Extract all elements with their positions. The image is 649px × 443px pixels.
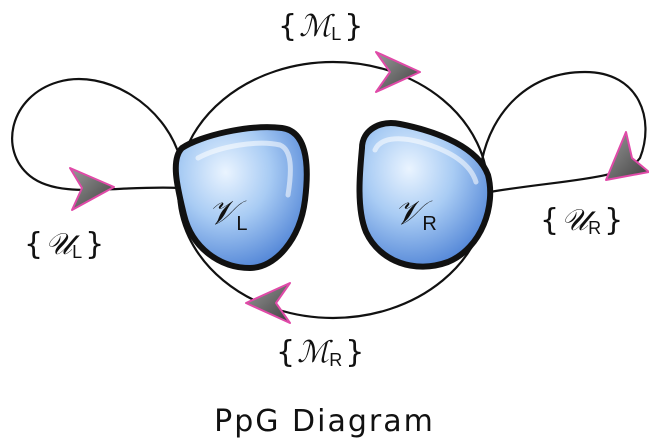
node-left-subscript: L xyxy=(236,213,248,235)
edge-bottom-symbol: ℳ xyxy=(297,335,330,370)
node-right-highlight xyxy=(372,136,479,185)
node-left-highlight xyxy=(195,140,293,198)
edge-left-loop-subscript: L xyxy=(72,242,83,262)
edge-right-loop-open-brace: { xyxy=(540,203,560,238)
edge-bottom-close-brace: } xyxy=(345,335,365,370)
right-loop-edge xyxy=(480,70,647,194)
edge-top-symbol: ℳ xyxy=(299,9,332,44)
edge-left-loop-symbol: 𝒰 xyxy=(45,227,73,262)
edge-top-close-brace: } xyxy=(344,9,364,44)
edge-bottom-label: { ℳ R } xyxy=(276,335,365,370)
edge-right-loop-close-brace: } xyxy=(604,203,624,238)
edge-top-open-brace: { xyxy=(278,9,298,44)
edge-left-loop-close-brace: } xyxy=(85,227,105,262)
node-right-label: 𝒱 R xyxy=(392,193,440,234)
edge-bottom-subscript: R xyxy=(329,350,343,370)
edge-right-loop-subscript: R xyxy=(588,218,602,238)
edge-left-loop-label: { 𝒰 L } xyxy=(24,227,105,262)
edge-bottom-open-brace: { xyxy=(276,335,296,370)
arrow-top-right xyxy=(375,51,421,93)
arrow-left-loop xyxy=(69,167,115,211)
edge-top-subscript: L xyxy=(331,24,342,44)
left-loop-edge xyxy=(11,77,182,192)
edge-right-loop-label: { 𝒰 R } xyxy=(540,203,624,238)
edge-left-loop-open-brace: { xyxy=(24,227,44,262)
arrow-bottom-left xyxy=(245,282,291,324)
edge-top-label: { ℳ L } xyxy=(278,9,364,44)
node-right-symbol: 𝒱 xyxy=(394,193,423,233)
arrow-right-loop xyxy=(605,131,649,181)
diagram-title: PpG Diagram xyxy=(214,404,435,439)
edge-right-loop-symbol: 𝒰 xyxy=(561,203,589,238)
node-right-subscript: R xyxy=(422,213,437,235)
node-left-symbol: 𝒱 xyxy=(208,193,237,233)
node-left-label: 𝒱 L xyxy=(206,193,250,234)
node-left-shape xyxy=(172,124,310,271)
